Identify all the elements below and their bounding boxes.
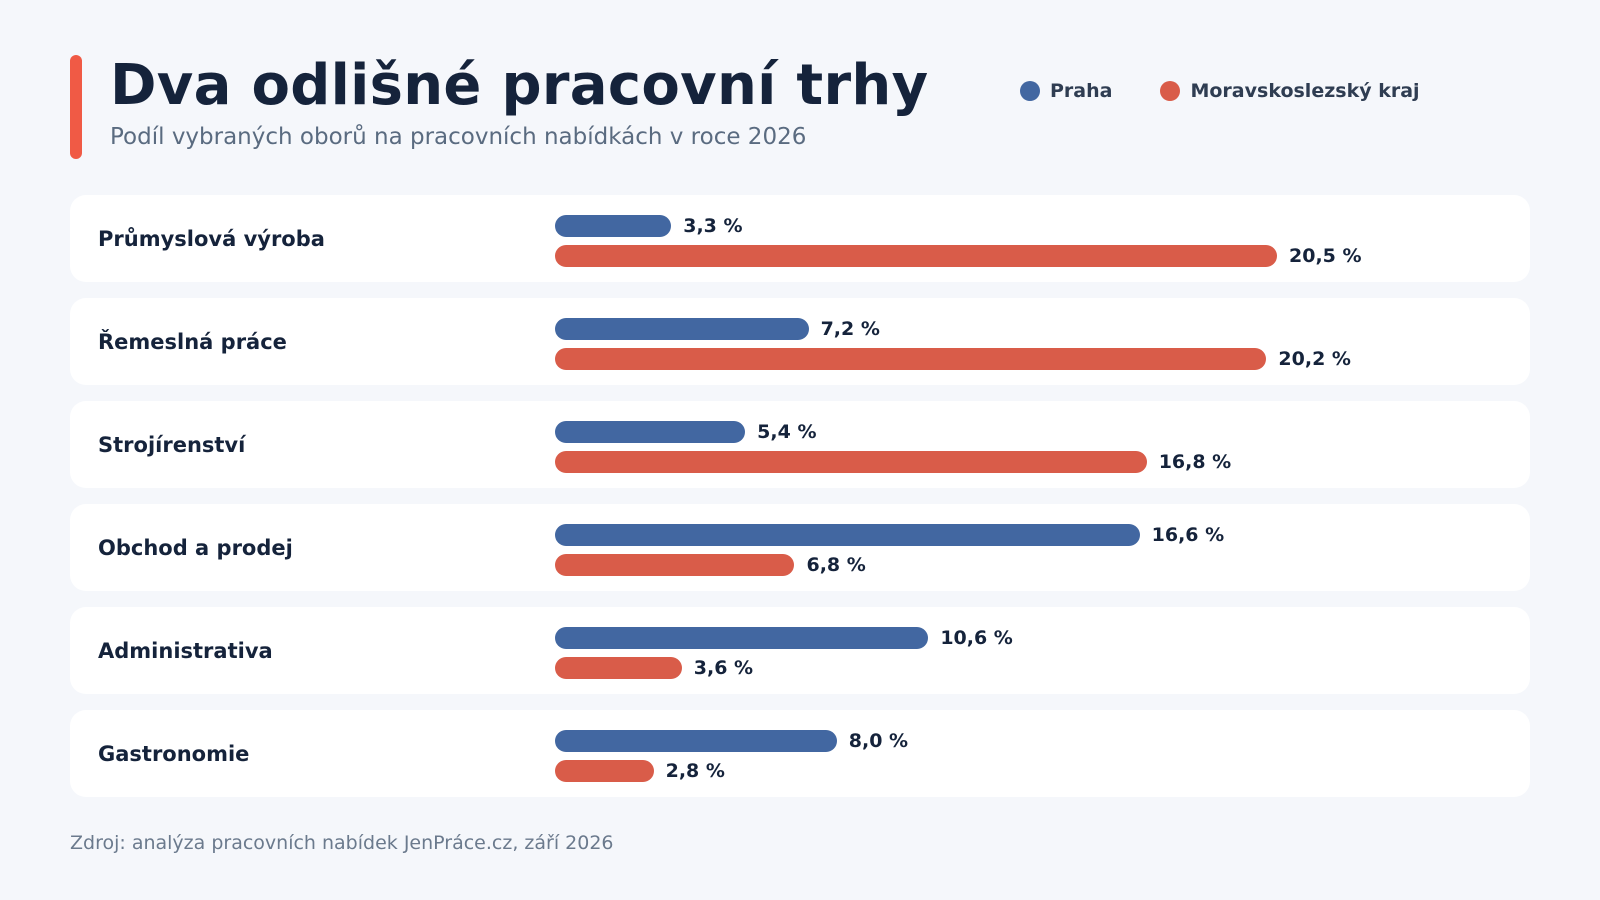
value-label-moravskoslezsky-kraj-prumyslova-vyroba: 20,5 % — [1289, 245, 1362, 267]
bar-chart: Průmyslová výroba 3,3 % 20,5 % Řemeslná prá… — [70, 195, 1530, 813]
value-label-praha-gastronomie: 8,0 % — [848, 730, 909, 752]
row-obchod-a-prodej: Obchod a prodej 16,6 % 6,8 % — [70, 504, 1530, 591]
title-accent-bar — [70, 55, 82, 159]
row-remeslna-prace: Řemeslná práce 7,2 % 20,2 % — [70, 298, 1530, 385]
bar-moravskoslezsky-kraj-prumyslova-vyroba — [555, 245, 1277, 267]
bar-moravskoslezsky-kraj-gastronomie — [555, 760, 654, 782]
bar-moravskoslezsky-kraj-administrativa — [555, 657, 682, 679]
category-label: Řemeslná práce — [98, 329, 287, 354]
row-prumyslova-vyroba: Průmyslová výroba 3,3 % 20,5 % — [70, 195, 1530, 282]
legend-item-praha: Praha — [1020, 80, 1112, 102]
row-administrativa: Administrativa 10,6 % 3,6 % — [70, 607, 1530, 694]
legend-swatch-moravskoslezsky — [1160, 81, 1181, 101]
legend-item-moravskoslezsky: Moravskoslezský kraj — [1160, 80, 1420, 102]
category-label: Administrativa — [98, 638, 273, 663]
row-strojirenstvi: Strojírenství 5,4 % 16,8 % — [70, 401, 1530, 488]
bar-moravskoslezsky-kraj-strojirenstvi — [555, 451, 1147, 473]
legend-label-moravskoslezsky: Moravskoslezský kraj — [1190, 80, 1420, 102]
category-label: Průmyslová výroba — [98, 226, 325, 251]
row-gastronomie: Gastronomie 8,0 % 2,8 % — [70, 710, 1530, 797]
value-label-moravskoslezsky-kraj-strojirenstvi: 16,8 % — [1158, 451, 1232, 473]
bar-moravskoslezsky-kraj-obchod-a-prodej — [555, 554, 795, 576]
bar-praha-obchod-a-prodej — [555, 524, 1140, 546]
value-label-moravskoslezsky-kraj-remeslna-prace: 20,2 % — [1278, 348, 1351, 370]
value-label-moravskoslezsky-kraj-gastronomie: 2,8 % — [665, 760, 725, 782]
value-label-praha-prumyslova-vyroba: 3,3 % — [683, 215, 743, 237]
value-label-moravskoslezsky-kraj-administrativa: 3,6 % — [693, 657, 754, 679]
bar-praha-gastronomie — [555, 730, 837, 752]
bar-moravskoslezsky-kraj-remeslna-prace — [555, 348, 1267, 370]
bar-praha-administrativa — [555, 627, 929, 649]
category-label: Obchod a prodej — [98, 535, 293, 560]
value-label-moravskoslezsky-kraj-obchod-a-prodej: 6,8 % — [806, 554, 866, 576]
chart-title: Dva odlišné pracovní trhy — [110, 53, 929, 118]
value-label-praha-strojirenstvi: 5,4 % — [757, 421, 817, 443]
category-label: Gastronomie — [98, 741, 250, 766]
value-label-praha-administrativa: 10,6 % — [940, 627, 1013, 649]
chart-subtitle: Podíl vybraných oborů na pracovních nabí… — [110, 124, 807, 150]
legend-swatch-praha — [1020, 81, 1040, 101]
value-label-praha-remeslna-prace: 7,2 % — [820, 318, 880, 340]
legend: Praha Moravskoslezský kraj — [1020, 80, 1420, 102]
bar-praha-remeslna-prace — [555, 318, 809, 340]
value-label-praha-obchod-a-prodej: 16,6 % — [1151, 524, 1225, 546]
bar-praha-strojirenstvi — [555, 421, 746, 443]
category-label: Strojírenství — [98, 432, 246, 457]
bar-praha-prumyslova-vyroba — [555, 215, 672, 237]
source-note: Zdroj: analýza pracovních nabídek JenPrá… — [70, 832, 614, 854]
legend-label-praha: Praha — [1050, 80, 1113, 102]
